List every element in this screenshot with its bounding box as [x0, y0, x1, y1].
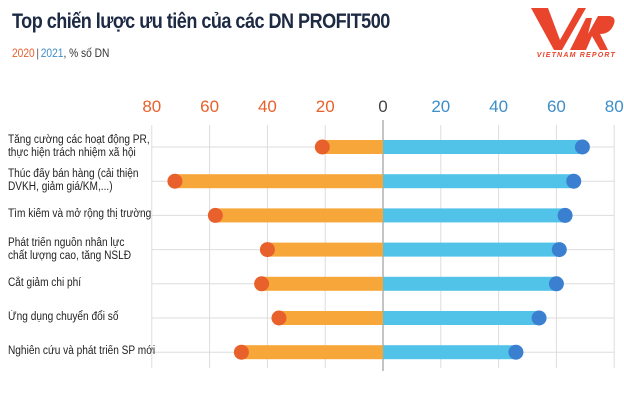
legend-2020: 2020 — [12, 46, 35, 60]
category-label: Thúc đẩy bán hàng (cải thiện DVKH, giảm g… — [8, 168, 139, 194]
vnr-logo — [531, 8, 615, 50]
category-label-line: Tăng cường các hoạt động PR, — [8, 134, 150, 146]
tick-label: 60 — [547, 97, 566, 116]
category-label-line: Phát triển nguồn nhân lực — [8, 236, 125, 249]
bar-2020 — [241, 345, 383, 360]
dot-2020 — [167, 173, 183, 189]
bar-2021 — [383, 242, 560, 257]
bar-2021 — [383, 311, 540, 325]
dot-2021 — [508, 344, 524, 360]
dot-2021 — [551, 242, 567, 258]
category-label-line: Ứng dụng chuyển đổi số — [8, 311, 119, 323]
dot-2021 — [531, 310, 547, 326]
category-label-line: Cắt giảm chi phí — [8, 276, 82, 289]
chart-subtitle: 2020 | 2021, % số DN — [12, 46, 109, 60]
bar-2021 — [383, 276, 557, 291]
bar-2020 — [278, 311, 383, 325]
dot-2021 — [574, 139, 590, 155]
bar-2020 — [261, 276, 383, 291]
category-label-line: DVKH, giảm giá/KM,...) — [8, 181, 113, 194]
dot-2020 — [314, 139, 330, 155]
legend-unit: , % số DN — [63, 46, 110, 60]
bar-2021 — [383, 208, 566, 223]
dot-2020 — [271, 310, 287, 326]
dot-2021 — [566, 173, 582, 189]
category-label: Phát triển nguồn nhân lực chất lượng cao,… — [8, 237, 131, 263]
dot-2021 — [548, 276, 564, 292]
bar-2020 — [174, 174, 383, 189]
bar-2021 — [383, 174, 574, 189]
category-label-line: chất lượng cao, tăng NSLĐ — [8, 249, 132, 262]
tick-label: 40 — [489, 97, 508, 116]
legend-separator: | — [36, 46, 40, 60]
tick-label: 20 — [431, 97, 450, 116]
tick-label: 60 — [200, 97, 219, 116]
category-label-line: Nghiên cứu và phát triển SP mới — [8, 345, 156, 358]
logo-text: VIETNAM REPORT — [536, 52, 616, 59]
category-label: Nghiên cứu và phát triển SP mới — [8, 345, 155, 358]
dot-2020 — [207, 207, 223, 223]
bar-2020 — [322, 140, 383, 154]
tick-label: 40 — [258, 97, 277, 116]
dot-2020 — [259, 242, 275, 258]
dot-2021 — [557, 207, 573, 223]
bar-2021 — [383, 140, 583, 154]
category-label: Ứng dụng chuyển đổi số — [8, 311, 118, 324]
chart-title: Top chiến lược ưu tiên của các DN PROFIT… — [12, 10, 390, 33]
category-label-line: Thúc đẩy bán hàng (cải thiện — [8, 168, 139, 181]
legend-2021: 2021 — [40, 46, 64, 60]
tick-label: 0 — [378, 97, 387, 116]
bar-2020 — [215, 208, 383, 223]
tick-label: 80 — [605, 97, 624, 116]
category-label: Tăng cường các hoạt động PR, thực hiện tr… — [8, 134, 150, 160]
bar-2020 — [267, 242, 383, 257]
category-label-line: Tìm kiếm và mở rộng thị trường — [8, 208, 152, 221]
category-label: Cắt giảm chi phí — [8, 277, 81, 290]
tick-label: 80 — [142, 97, 161, 116]
category-label-line: thực hiện trách nhiệm xã hội — [8, 147, 136, 159]
bar-2021 — [383, 345, 516, 360]
dot-2020 — [254, 276, 270, 292]
category-label: Tìm kiếm và mở rộng thị trường — [8, 208, 151, 221]
dot-2020 — [233, 344, 249, 360]
tick-label: 20 — [316, 97, 335, 116]
